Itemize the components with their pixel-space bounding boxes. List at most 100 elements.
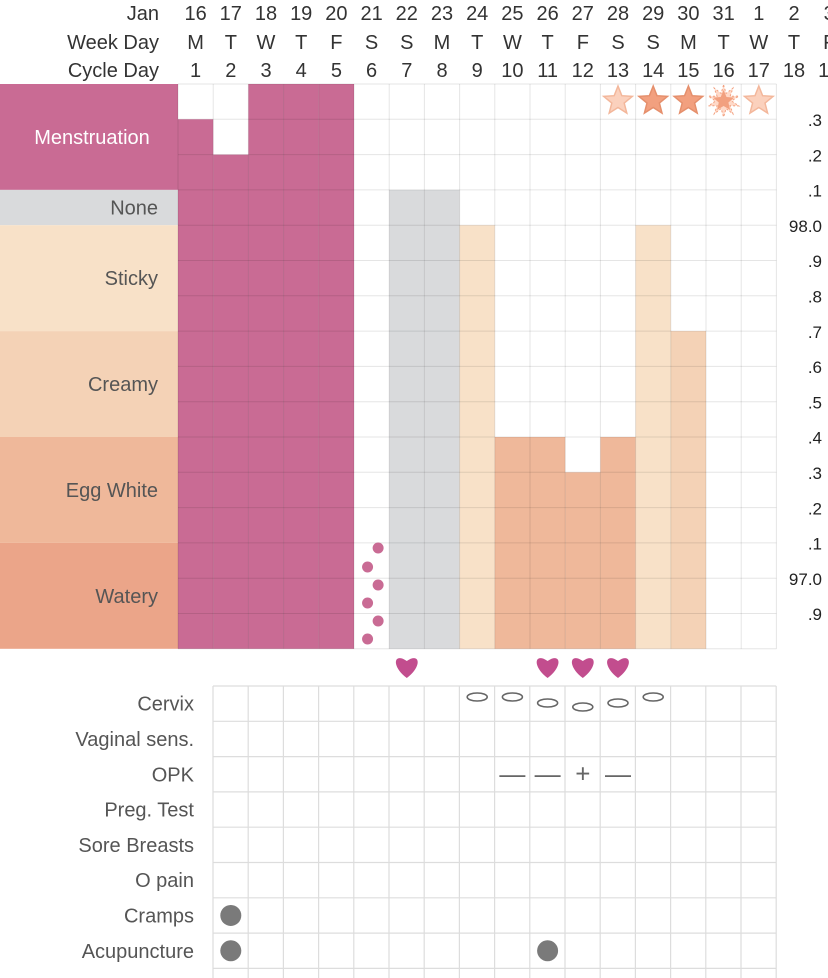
acupuncture-dot[interactable] [220,940,242,962]
header-date-cell[interactable]: 24 [466,3,488,25]
opk-result[interactable]: — [605,758,631,788]
header-date-cell[interactable]: 2 [788,3,799,25]
header-weekday-cell[interactable]: T [541,32,553,54]
symptom-label-opk: OPK [152,764,195,786]
header-weekday-cell[interactable]: T [225,32,237,54]
header-cycle-cell[interactable]: 17 [748,60,770,82]
header-weekday-cell[interactable]: M [434,32,451,54]
day-fill-none[interactable] [424,189,460,649]
header-cycle-cell[interactable]: 14 [642,60,664,82]
header-date-cell[interactable]: 22 [396,3,418,25]
band-sticky [0,225,178,332]
header-cycle-cell[interactable]: 12 [572,60,594,82]
header-date-cell[interactable]: 30 [677,3,699,25]
day-fill-sticky[interactable] [459,225,495,649]
header-date-cell[interactable]: 18 [255,3,277,25]
day-fill-none[interactable] [389,189,425,649]
header-cycle-cell[interactable]: 2 [225,60,236,82]
cervix-oval-icon[interactable] [571,702,594,712]
star-icon[interactable] [672,83,705,115]
header-cycle-cell[interactable]: 5 [331,60,342,82]
header-weekday-cell[interactable]: S [611,32,624,54]
header-date-cell[interactable]: 27 [572,3,594,25]
heart-icon[interactable] [571,658,594,678]
header-cycle-cell[interactable]: 13 [607,60,629,82]
cervix-oval-icon[interactable] [642,692,665,702]
header-cycle-cell[interactable]: 16 [712,60,734,82]
header-weekday-cell[interactable]: S [647,32,660,54]
header-date-cell[interactable]: 21 [360,3,382,25]
heart-icon[interactable] [607,658,629,678]
header-weekday-cell[interactable]: W [503,32,522,54]
heart-icon[interactable] [395,658,418,678]
header-weekday-cell[interactable]: W [749,32,768,54]
header-date-cell[interactable]: 17 [220,3,242,25]
header-date-cell[interactable]: 25 [501,3,523,25]
star-icon[interactable] [601,83,635,115]
fluid-band-labels: Menstruation None Sticky Creamy Egg White Wat… [0,84,178,649]
cervix-oval-icon[interactable] [536,698,559,708]
header-cycle-cell[interactable]: 4 [296,60,307,82]
header-cycle-cell[interactable]: 11 [537,60,558,82]
header-date-cell[interactable]: 16 [184,3,206,25]
opk-result[interactable]: — [535,758,561,788]
header-weekday-cell[interactable]: F [330,32,342,54]
header-weekday-cell[interactable]: M [187,32,204,54]
cervix-oval-icon[interactable] [501,692,524,702]
day-fill-menstruation[interactable] [178,119,214,649]
star-icon[interactable] [636,83,670,115]
header-date-cell[interactable]: 23 [431,3,453,25]
cramps-dot[interactable] [220,904,242,926]
header-cycle-cell[interactable]: 3 [260,60,271,82]
opk-result[interactable]: + [575,758,590,788]
header-weekday-cell[interactable]: T [295,32,307,54]
header-date-cell[interactable]: 19 [290,3,312,25]
header-cycle-cell[interactable]: 8 [436,60,447,82]
cervix-oval-icon[interactable] [466,692,489,702]
day-fill-egg_white[interactable] [600,437,636,649]
header-date-cell[interactable]: 1 [753,3,764,25]
header-cycle-cell[interactable]: 1 [190,60,201,82]
header-cycle-cell[interactable]: 18 [783,60,805,82]
header-date-cell[interactable]: 20 [325,3,347,25]
header-weekday-cell[interactable]: F [823,32,828,54]
heart-icon[interactable] [536,658,559,678]
day-fill-menstruation[interactable] [318,84,354,649]
header-cycle-cell[interactable]: 19 [818,60,828,82]
header-date-cell[interactable]: 28 [607,3,629,25]
day-fill-egg_white[interactable] [565,472,601,649]
temp-label: .7 [808,323,822,342]
day-fill-menstruation[interactable] [283,84,319,649]
day-fill-egg_white[interactable] [530,437,566,649]
symptom-label-cervix: Cervix [137,694,194,716]
star-icon[interactable] [742,83,776,115]
header-cycle-cell[interactable]: 7 [401,60,412,82]
header-cycle-cell[interactable]: 10 [501,60,523,82]
day-fill-sticky[interactable] [635,225,671,649]
header-weekday-cell[interactable]: T [471,32,483,54]
header-date-cell[interactable]: 26 [536,3,558,25]
header-cycle-cell[interactable]: 15 [677,60,699,82]
header-weekday-cell[interactable]: T [788,32,800,54]
header-date-cell[interactable]: 3 [824,3,828,25]
temp-label: .4 [808,429,822,448]
day-fill-menstruation[interactable] [248,84,284,649]
header-date-cell[interactable]: 29 [642,3,664,25]
header-weekday-cell[interactable]: M [680,32,697,54]
band-label-watery: Watery [95,586,158,608]
band-egg_white [0,437,178,543]
day-fill-egg_white[interactable] [494,437,530,649]
header-weekday-cell[interactable]: F [577,32,589,54]
header-weekday-cell[interactable]: S [400,32,413,54]
header-weekday-cell[interactable]: T [717,32,729,54]
day-fill-menstruation[interactable] [213,154,249,649]
cervix-oval-icon[interactable] [607,698,629,708]
acupuncture-dot[interactable] [537,940,559,962]
day-fill-creamy[interactable] [670,331,706,649]
header-cycle-cell[interactable]: 9 [472,60,483,82]
header-date-cell[interactable]: 31 [712,3,734,25]
header-weekday-cell[interactable]: S [365,32,378,54]
header-weekday-cell[interactable]: W [257,32,276,54]
header-cycle-cell[interactable]: 6 [366,60,377,82]
opk-result[interactable]: — [499,758,525,788]
